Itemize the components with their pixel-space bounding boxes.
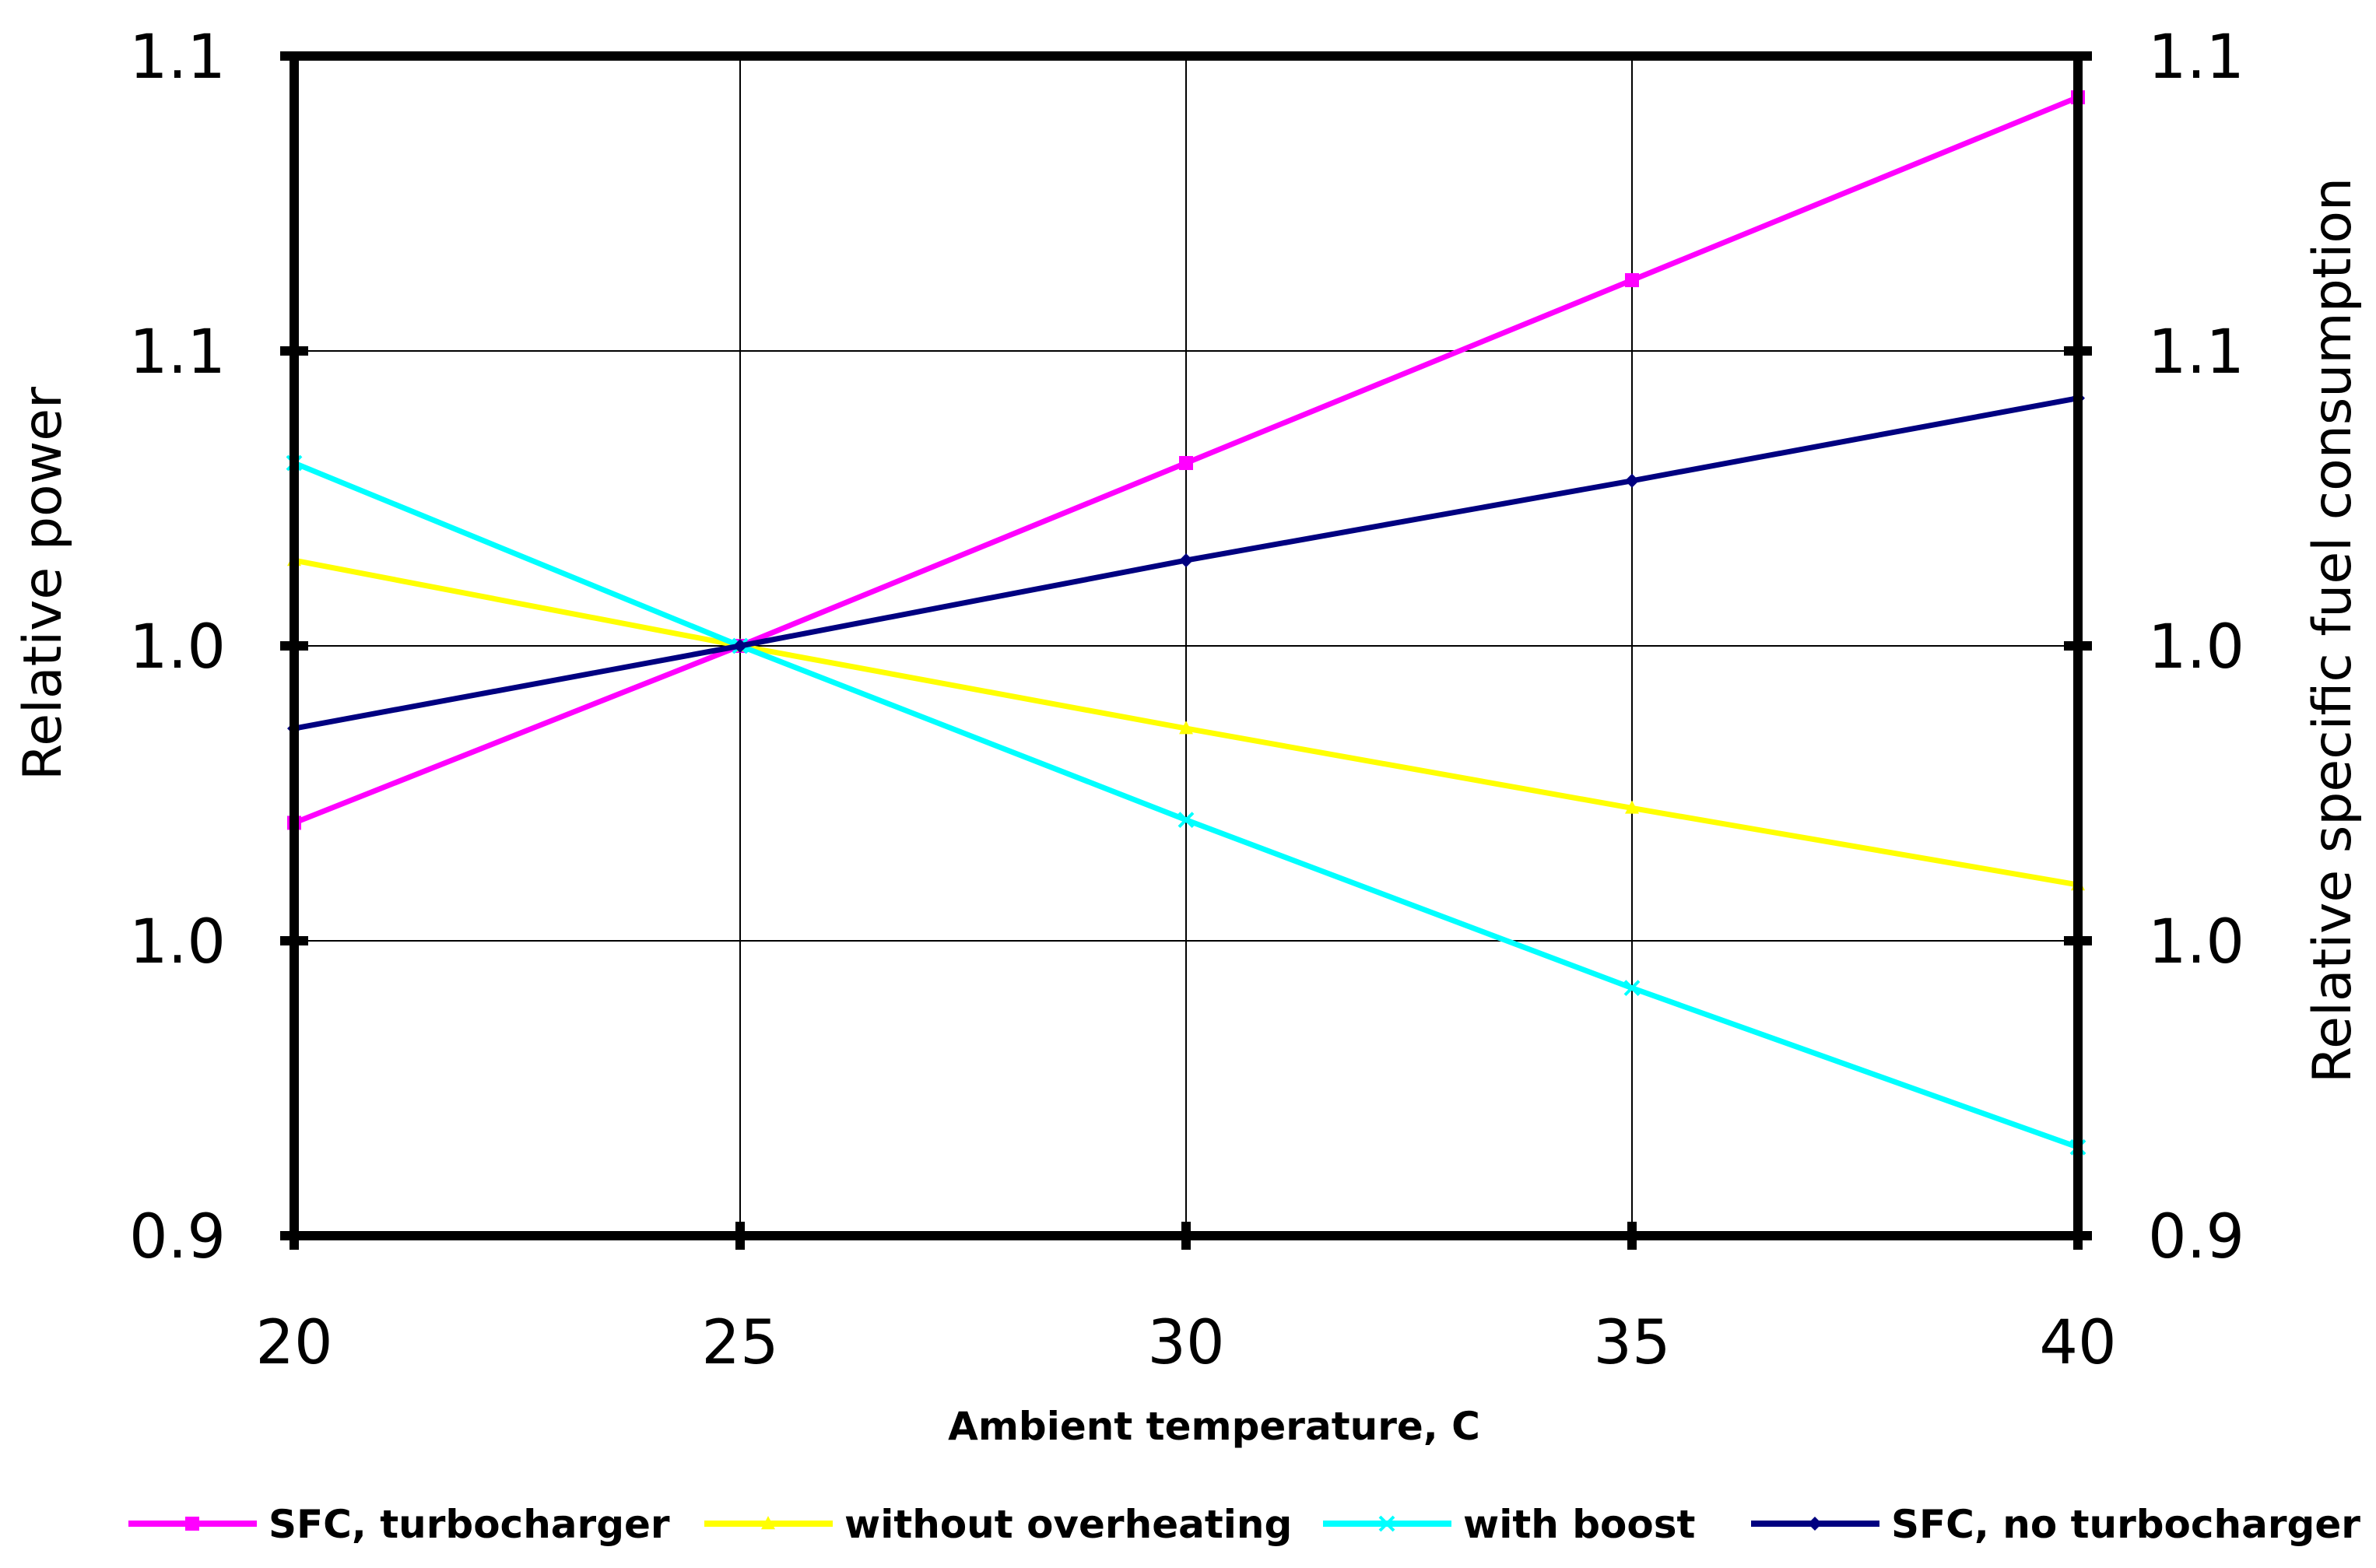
legend-swatch-marker	[1378, 1515, 1395, 1532]
y-axis-title: Relative power	[12, 387, 74, 780]
plot-frame	[280, 51, 2092, 1250]
data-point	[1179, 456, 1193, 471]
data-point	[1177, 812, 1195, 829]
y2-tick-label: 1.0	[2148, 907, 2244, 977]
marker-stroke	[1623, 980, 1641, 997]
x-axis-title: Ambient temperature, C	[948, 1404, 1480, 1449]
x-tick-label: 25	[701, 1308, 778, 1378]
y2-axis-title: Relative specific fuel consumption	[2302, 177, 2364, 1083]
legend-item-0: SFC, turbocharger	[128, 1502, 670, 1547]
y2-tick-label: 1.1	[2148, 317, 2244, 388]
data-point	[1625, 273, 1639, 288]
marker-stroke	[1177, 812, 1195, 829]
y2-tick-label: 1.0	[2148, 612, 2244, 682]
legend-label: SFC, turbocharger	[268, 1502, 670, 1547]
data-point	[1179, 721, 1193, 735]
legend: SFC, turbocharger without overheating with…	[128, 1502, 2360, 1547]
legend-item-2: with boost	[1323, 1502, 1695, 1547]
x-tick-label: 40	[2039, 1308, 2116, 1378]
legend-label: SFC, no turbocharger	[1891, 1502, 2360, 1547]
y2-tick-label: 1.1	[2148, 23, 2244, 93]
y-tick-label: 1.0	[129, 907, 226, 977]
tick-labels: 0.9 0.9 1.0 1.0 1.0 1.0 1.1 1.1 1.1 1.1 20 25 30 35 40	[129, 23, 2244, 1378]
y-tick-label: 1.0	[129, 612, 226, 682]
legend-swatch-marker	[1808, 1517, 1822, 1531]
grid-lines	[294, 56, 2078, 1236]
x-tick-label: 35	[1593, 1308, 1670, 1378]
x-tick-label: 20	[255, 1308, 332, 1378]
x-tick-label: 30	[1147, 1308, 1224, 1378]
legend-item-1: without overheating	[704, 1502, 1292, 1547]
legend-label: without overheating	[844, 1502, 1292, 1547]
legend-swatch-marker	[185, 1517, 199, 1531]
legend-item-3: SFC, no turbocharger	[1751, 1502, 2360, 1547]
y-tick-label: 0.9	[129, 1202, 226, 1272]
marker-stroke	[1378, 1515, 1395, 1532]
data-point	[1625, 800, 1639, 814]
data-point	[1623, 980, 1641, 997]
legend-label: with boost	[1463, 1502, 1695, 1547]
data-point	[733, 639, 747, 653]
data-point	[1625, 473, 1639, 488]
y-tick-label: 1.1	[129, 23, 226, 93]
data-point	[1179, 553, 1193, 568]
y-tick-label: 1.1	[129, 317, 226, 388]
legend-swatch-marker	[761, 1516, 775, 1530]
y2-tick-label: 0.9	[2148, 1202, 2244, 1272]
